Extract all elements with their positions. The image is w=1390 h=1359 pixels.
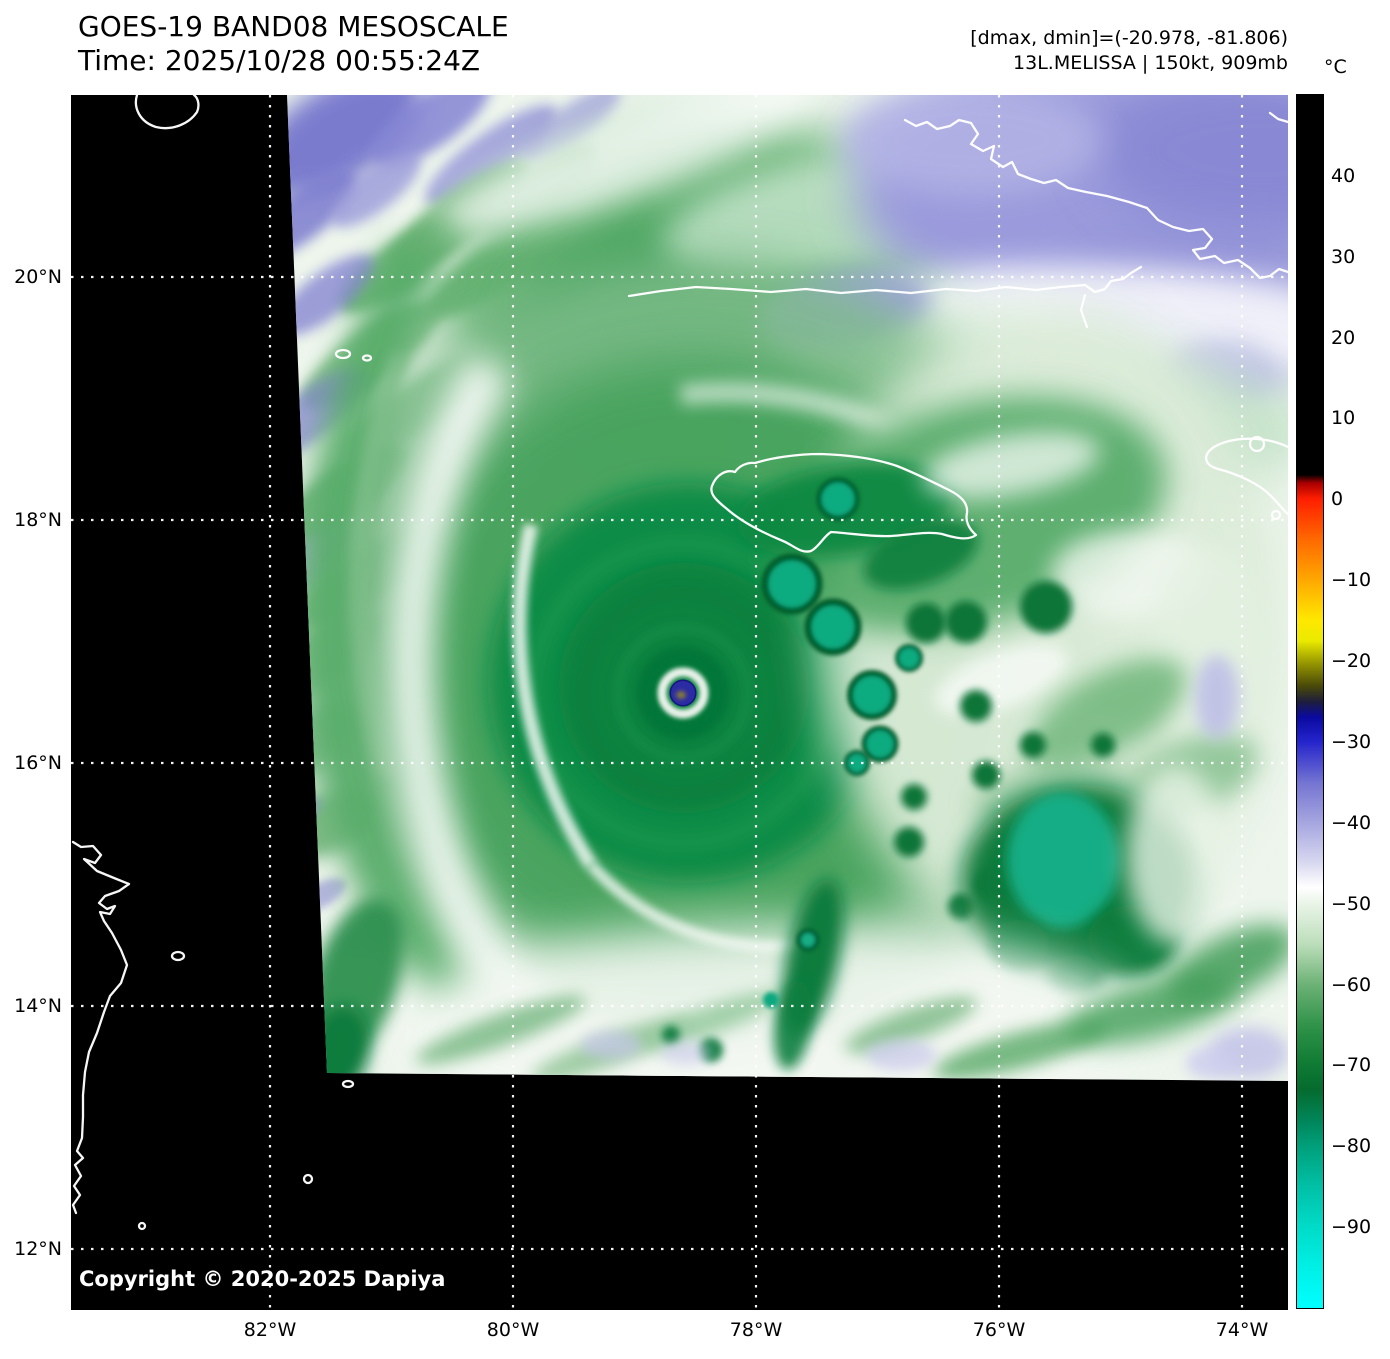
guantanamo-inlet (1079, 293, 1089, 329)
colorbar-tick-label: −80 (1331, 1135, 1372, 1158)
dmax-dmin-label: [dmax, dmin]=(-20.978, -81.806) (970, 27, 1288, 49)
lon-tick-label: 76°W (972, 1319, 1026, 1341)
coastlines (71, 95, 1288, 1231)
lat-tick-label: 14°N (14, 995, 62, 1017)
product-title: GOES-19 BAND08 MESOSCALE (78, 10, 509, 43)
colorbar-tick-label: −50 (1331, 892, 1372, 915)
lat-tick-label: 16°N (14, 752, 62, 774)
colorbar-tick-label: −10 (1331, 569, 1372, 592)
colorbar-tick-label: −30 (1331, 730, 1372, 753)
lat-lon-gridlines (71, 95, 1288, 1310)
cuba-coast-fragment (1268, 111, 1288, 124)
colorbar-tick-label: 10 (1331, 407, 1356, 430)
satellite-image (71, 95, 1288, 1310)
colorbar-tick-label: 40 (1331, 164, 1356, 187)
cuba-south-coastline (627, 265, 1143, 298)
lon-tick-label: 74°W (1215, 1319, 1269, 1341)
satellite-imagery (287, 95, 1288, 1081)
colorbar-tick-label: −40 (1331, 811, 1372, 834)
map-frame: Copyright © 2020-2025 Dapiya (71, 95, 1288, 1310)
honduras-nicaragua-coastline (71, 840, 131, 1215)
colorbar-tick-label: −20 (1331, 650, 1372, 673)
colorbar-gradient (1297, 95, 1323, 1308)
lat-tick-label: 20°N (14, 266, 62, 288)
time-label: Time: 2025/10/28 00:55:24Z (78, 44, 481, 77)
colorbar-unit-label: °C (1324, 56, 1347, 78)
colorbar-tick-label: −70 (1331, 1054, 1372, 1077)
colorbar-tick-label: 30 (1331, 245, 1356, 268)
title-block: GOES-19 BAND08 MESOSCALE Time: 2025/10/2… (78, 10, 509, 78)
cayman-islands-coastline (334, 348, 373, 362)
isla-de-la-juventud-coastline (134, 95, 200, 130)
hurricane-melissa-eye (636, 646, 730, 740)
copyright-label: Copyright © 2020-2025 Dapiya (79, 1267, 446, 1291)
cuba-coastline (903, 118, 1288, 280)
east-convective-field (736, 305, 1281, 995)
annotation-block: [dmax, dmin]=(-20.978, -81.806) 13L.MELI… (970, 26, 1288, 76)
colorbar-tick-label: 0 (1331, 488, 1344, 511)
offshore-islets (137, 950, 355, 1231)
storm-info-label: 13L.MELISSA | 150kt, 909mb (1013, 52, 1288, 74)
haiti-sw-peninsula-coastline (1205, 435, 1288, 521)
lat-tick-label: 18°N (14, 509, 62, 531)
jamaica-coastline (710, 452, 978, 553)
colorbar-tick-label: 20 (1331, 326, 1356, 349)
lon-tick-label: 78°W (729, 1319, 783, 1341)
lon-tick-label: 80°W (486, 1319, 540, 1341)
south-band (308, 655, 1288, 1081)
overshooting-top-cells (761, 477, 923, 776)
lat-tick-label: 12°N (14, 1238, 62, 1260)
colorbar-tick-label: −60 (1331, 973, 1372, 996)
colorbar (1296, 94, 1324, 1309)
colorbar-tick-label: −90 (1331, 1216, 1372, 1239)
lon-tick-label: 82°W (243, 1319, 297, 1341)
